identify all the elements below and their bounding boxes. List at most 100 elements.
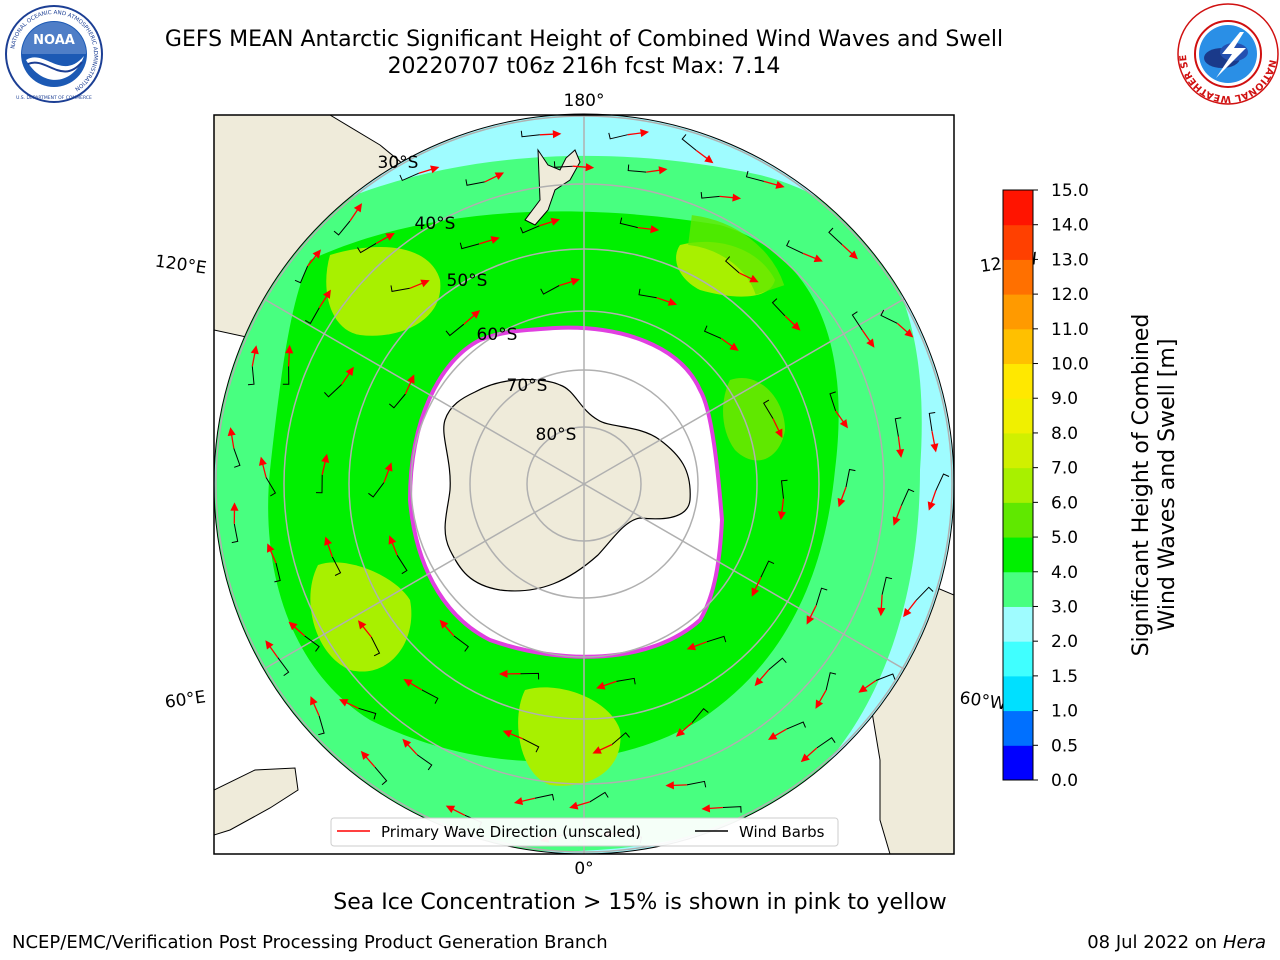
- wave-direction-arrow: [479, 236, 500, 245]
- wave-direction-arrow: [445, 805, 466, 816]
- wave-direction-arrow: [403, 679, 423, 691]
- colorbar-band: [1003, 710, 1033, 746]
- wave-direction-arrow: [719, 193, 742, 202]
- colorbar: 0.0 0.5 1.0 1.5 2.0 3.0 4.0 5.0 6.0 7.0 8.0 9.0 10.0…: [1002, 181, 1089, 791]
- wind-barb: [768, 657, 787, 671]
- colorbar-tick-label: 10.0: [1051, 355, 1089, 375]
- wind-barb: [540, 285, 560, 295]
- wave-direction-arrow: [484, 172, 505, 183]
- wind-barb: [399, 172, 419, 182]
- wind-barb: [370, 636, 381, 657]
- wind-barb: [829, 391, 837, 412]
- wave-direction-arrow: [896, 436, 905, 458]
- wind-barb: [763, 399, 774, 419]
- wave-direction-arrow: [383, 462, 393, 483]
- footer-date: 08 Jul 2022 on Hera: [1087, 932, 1266, 953]
- noaa-logo-text: NOAA: [33, 33, 75, 48]
- colorbar-tick-label: 1.5: [1051, 667, 1078, 687]
- lon-label-left-lower: 60°E: [164, 687, 207, 712]
- wind-barb: [453, 635, 470, 652]
- wind-barb: [553, 161, 573, 168]
- wind-barb: [619, 217, 638, 229]
- wind-barb: [265, 477, 277, 497]
- wave-direction-arrow: [375, 232, 395, 244]
- wave-direction-arrow: [751, 577, 762, 597]
- colorbar-tick-label: 2.0: [1051, 632, 1078, 652]
- wind-barb: [935, 473, 950, 491]
- lat-label-60: 60°S: [477, 325, 518, 345]
- wave-direction-arrow: [592, 743, 613, 754]
- wind-barb: [828, 227, 843, 245]
- lon-label-right-lower: 60°W: [958, 688, 1007, 714]
- colorbar-tick-label: 7.0: [1051, 459, 1078, 479]
- colorbar-band: [1003, 571, 1033, 607]
- colorbar-band: [1003, 537, 1033, 573]
- chart-subtitle: 20220707 t06z 216h fcst Max: 7.14: [387, 54, 781, 79]
- wave-direction-arrow: [858, 679, 877, 693]
- wave-direction-arrow: [230, 502, 239, 524]
- wind-barb: [465, 179, 485, 186]
- wave-direction-arrow: [439, 619, 455, 637]
- lon-label-left-upper: 120°E: [154, 252, 208, 279]
- colorbar-title: Significant Height of Combined Wind Wave…: [1129, 313, 1180, 657]
- wind-barb: [318, 715, 325, 736]
- colorbar-tick-label: 13.0: [1051, 250, 1089, 270]
- wind-barb: [780, 479, 788, 499]
- wind-barb: [520, 225, 540, 234]
- wind-barb: [315, 474, 323, 494]
- wave-direction-arrow: [310, 696, 320, 717]
- wave-direction-arrow: [307, 249, 322, 267]
- colorbar-band: [1003, 259, 1033, 295]
- lat-label-70: 70°S: [507, 376, 548, 396]
- wind-barb: [388, 393, 406, 409]
- wave-direction-arrow: [754, 669, 770, 687]
- wave-direction-arrow: [341, 366, 354, 385]
- wind-barb: [880, 309, 898, 324]
- wind-barb: [706, 635, 727, 643]
- wind-barb: [333, 220, 351, 236]
- wind-barb: [304, 635, 320, 652]
- wind-barb: [520, 130, 540, 138]
- wind-barb: [722, 806, 742, 813]
- colorbar-tick-label: 3.0: [1051, 597, 1078, 617]
- wind-barb: [608, 132, 628, 140]
- wave-direction-arrow: [892, 505, 902, 526]
- wave-direction-arrow: [498, 669, 521, 678]
- colorbar-tick-label: 12.0: [1051, 285, 1089, 305]
- wind-barb: [445, 323, 465, 337]
- colorbar-band: [1003, 675, 1033, 712]
- colorbar-tick-label: 9.0: [1051, 389, 1078, 409]
- graticule: [215, 114, 953, 854]
- chart-title: GEFS MEAN Antarctic Significant Height o…: [164, 27, 1004, 52]
- wave-direction-arrow: [877, 594, 886, 617]
- colorbar-tick-label: 1.0: [1051, 702, 1078, 722]
- colorbar-tick-label: 8.0: [1051, 424, 1078, 444]
- colorbar-tick-label: 5.0: [1051, 528, 1078, 548]
- lat-label-50: 50°S: [447, 271, 488, 291]
- wind-barb: [771, 298, 786, 317]
- wave-direction-arrow: [360, 750, 376, 768]
- wave-direction-arrow: [318, 289, 331, 309]
- wave-direction-arrow: [903, 599, 917, 618]
- footer-branch: NCEP/EMC/Verification Post Processing Pr…: [12, 932, 608, 953]
- wind-barb: [274, 562, 281, 583]
- wave-direction-arrow: [784, 315, 801, 331]
- wave-direction-arrow: [267, 543, 277, 564]
- wind-barb: [522, 738, 540, 753]
- wind-barb: [520, 672, 540, 680]
- wave-direction-arrow: [357, 620, 372, 638]
- colorbar-band: [1003, 502, 1033, 538]
- colorbar-band: [1003, 432, 1033, 469]
- wave-direction-arrow: [388, 535, 398, 556]
- wind-barb: [396, 555, 408, 575]
- lat-label-40: 40°S: [415, 214, 456, 234]
- wave-direction-arrow: [227, 427, 236, 449]
- wind-barb: [881, 576, 893, 595]
- wave-direction-arrow: [675, 722, 693, 737]
- wave-direction-arrow: [539, 217, 560, 227]
- wind-barb: [611, 732, 630, 745]
- wave-direction-arrow: [502, 730, 523, 740]
- africa-landmass: [214, 767, 299, 836]
- svg-text:U.S. DEPARTMENT OF COMMERCE: U.S. DEPARTMENT OF COMMERCE: [16, 95, 92, 101]
